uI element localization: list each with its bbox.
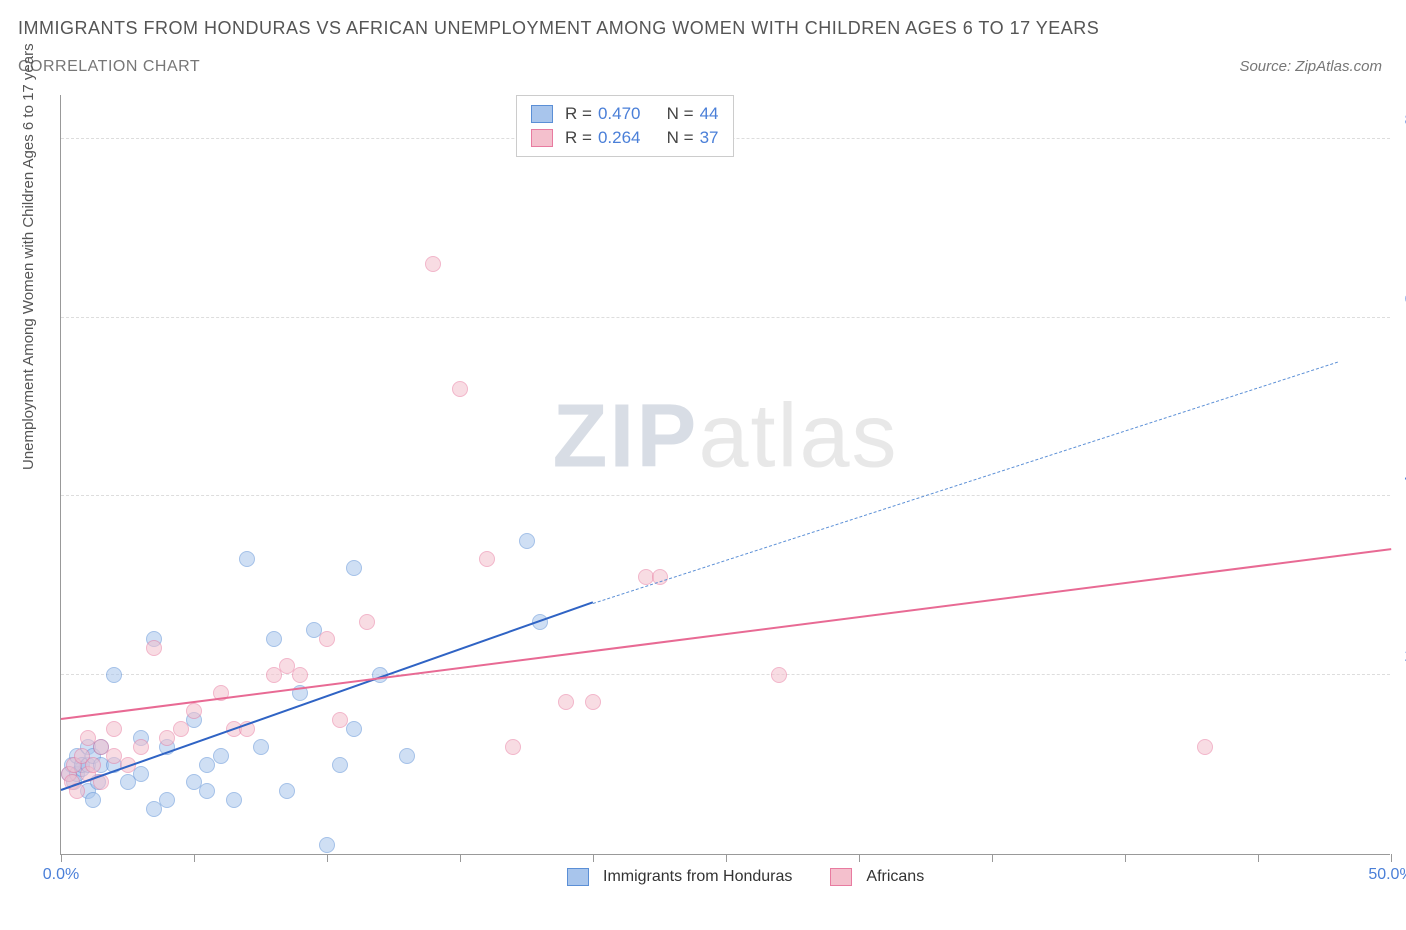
gridline (61, 317, 1390, 318)
data-point (146, 640, 162, 656)
data-point (452, 381, 468, 397)
legend-swatch (567, 868, 589, 886)
legend-r-value: 0.470 (598, 104, 641, 124)
legend-row: R = 0.264 N = 37 (531, 126, 719, 150)
gridline (61, 495, 1390, 496)
data-point (159, 792, 175, 808)
y-tick-label: 40.0% (1395, 469, 1406, 487)
data-point (519, 533, 535, 549)
legend-row: R = 0.470 N = 44 (531, 102, 719, 126)
x-tick (327, 854, 328, 862)
watermark-bold: ZIP (552, 386, 698, 486)
plot-area: ZIPatlas R = 0.470 N = 44R = 0.264 N = 3… (60, 95, 1390, 855)
trend-line (61, 602, 594, 792)
data-point (213, 748, 229, 764)
watermark-light: atlas (698, 386, 898, 486)
data-point (425, 256, 441, 272)
data-point (771, 667, 787, 683)
legend-n-value: 37 (700, 128, 719, 148)
data-point (346, 721, 362, 737)
legend-n-value: 44 (700, 104, 719, 124)
data-point (558, 694, 574, 710)
x-tick (460, 854, 461, 862)
x-tick (859, 854, 860, 862)
x-tick (1258, 854, 1259, 862)
trend-line (61, 548, 1391, 720)
data-point (1197, 739, 1213, 755)
data-point (226, 792, 242, 808)
legend-n-label: N = (667, 128, 694, 148)
data-point (319, 631, 335, 647)
data-point (85, 792, 101, 808)
data-point (332, 712, 348, 728)
chart-subtitle: CORRELATION CHART (18, 58, 200, 76)
data-point (359, 614, 375, 630)
data-point (106, 667, 122, 683)
data-point (85, 757, 101, 773)
data-point (266, 631, 282, 647)
legend-n-label: N = (667, 104, 694, 124)
chart-source: Source: ZipAtlas.com (1239, 58, 1382, 75)
x-tick (1391, 854, 1392, 862)
data-point (199, 783, 215, 799)
legend-series-label: Africans (866, 868, 924, 886)
data-point (292, 667, 308, 683)
data-point (133, 739, 149, 755)
data-point (239, 551, 255, 567)
x-tick (194, 854, 195, 862)
x-tick (593, 854, 594, 862)
legend-series-label: Immigrants from Honduras (603, 868, 792, 886)
data-point (106, 721, 122, 737)
x-tick-label: 0.0% (43, 866, 79, 884)
watermark: ZIPatlas (552, 385, 898, 488)
data-point (279, 783, 295, 799)
legend-swatch (830, 868, 852, 886)
y-axis-label: Unemployment Among Women with Children A… (20, 43, 37, 470)
data-point (173, 721, 189, 737)
data-point (133, 766, 149, 782)
data-point (186, 703, 202, 719)
x-tick-label: 50.0% (1368, 866, 1406, 884)
y-tick-label: 20.0% (1395, 648, 1406, 666)
legend-r-label: R = (565, 128, 592, 148)
data-point (253, 739, 269, 755)
x-tick (1125, 854, 1126, 862)
y-tick-label: 60.0% (1395, 291, 1406, 309)
data-point (346, 560, 362, 576)
x-tick (726, 854, 727, 862)
legend-r-value: 0.264 (598, 128, 641, 148)
legend-r-label: R = (565, 104, 592, 124)
data-point (332, 757, 348, 773)
x-tick (992, 854, 993, 862)
legend-series: Immigrants from Honduras Africans (567, 868, 924, 886)
legend-correlation: R = 0.470 N = 44R = 0.264 N = 37 (516, 95, 734, 157)
data-point (479, 551, 495, 567)
data-point (319, 837, 335, 853)
data-point (585, 694, 601, 710)
y-tick-label: 80.0% (1395, 112, 1406, 130)
data-point (399, 748, 415, 764)
data-point (505, 739, 521, 755)
legend-swatch (531, 129, 553, 147)
chart-title: IMMIGRANTS FROM HONDURAS VS AFRICAN UNEM… (18, 18, 1099, 39)
gridline (61, 674, 1390, 675)
x-tick (61, 854, 62, 862)
legend-swatch (531, 105, 553, 123)
